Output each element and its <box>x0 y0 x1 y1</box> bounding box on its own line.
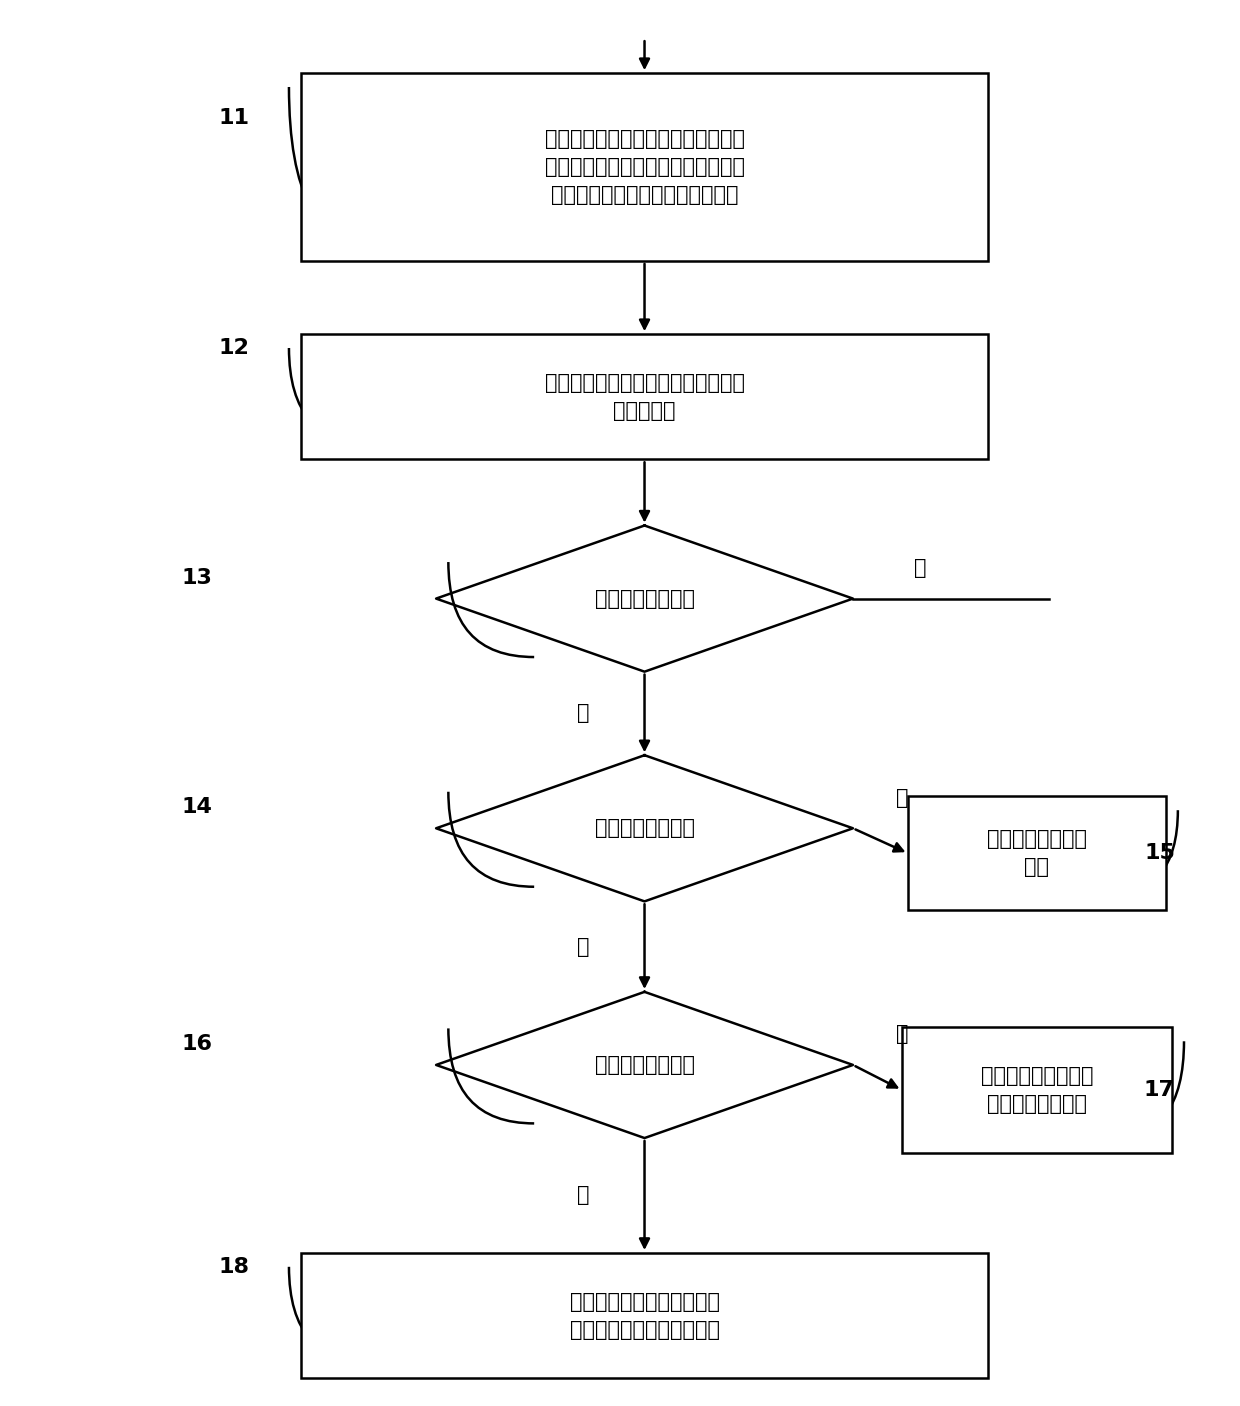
Text: 满足二级处理条件: 满足二级处理条件 <box>594 818 694 838</box>
Text: 14: 14 <box>181 797 212 817</box>
Text: 否: 否 <box>895 1025 908 1045</box>
Text: 获取对应电池包设置的烟雾传感器检
测的烟雾浓度、电池包不同检测点的
温度信号和电池包极耳的电压信号: 获取对应电池包设置的烟雾传感器检 测的烟雾浓度、电池包不同检测点的 温度信号和电… <box>544 129 744 205</box>
Text: 11: 11 <box>218 108 249 128</box>
Text: 发出切断电流指令和
高速强制通风指令: 发出切断电流指令和 高速强制通风指令 <box>981 1066 1094 1114</box>
Bar <box>901 1028 1172 1153</box>
Polygon shape <box>436 991 853 1137</box>
Text: 16: 16 <box>181 1033 212 1054</box>
Text: 15: 15 <box>1145 844 1176 863</box>
Bar <box>908 796 1166 911</box>
Text: 发出低速强制通风
指令: 发出低速强制通风 指令 <box>987 830 1087 877</box>
Text: 根据电压信号确定电池包极耳的电压
的降低速率: 根据电压信号确定电池包极耳的电压 的降低速率 <box>544 373 744 420</box>
Text: 满足一级处理条件: 满足一级处理条件 <box>594 589 694 609</box>
Text: 是: 是 <box>577 936 589 956</box>
Text: 是: 是 <box>577 703 589 724</box>
Bar <box>301 335 988 460</box>
Text: 满足三级处理条件: 满足三级处理条件 <box>594 1054 694 1076</box>
Text: 否: 否 <box>914 558 926 578</box>
Text: 否: 否 <box>895 787 908 807</box>
Bar <box>301 1253 988 1378</box>
Text: 18: 18 <box>218 1257 249 1277</box>
Polygon shape <box>436 526 853 672</box>
Text: 17: 17 <box>1145 1080 1176 1099</box>
Text: 12: 12 <box>218 337 249 359</box>
Text: 发出电池入水指令以使电池
抛弃装置将电池包抛入水中: 发出电池入水指令以使电池 抛弃装置将电池包抛入水中 <box>569 1292 719 1340</box>
Text: 13: 13 <box>181 568 212 588</box>
Text: 是: 是 <box>577 1185 589 1205</box>
Bar <box>301 73 988 262</box>
Polygon shape <box>436 755 853 901</box>
